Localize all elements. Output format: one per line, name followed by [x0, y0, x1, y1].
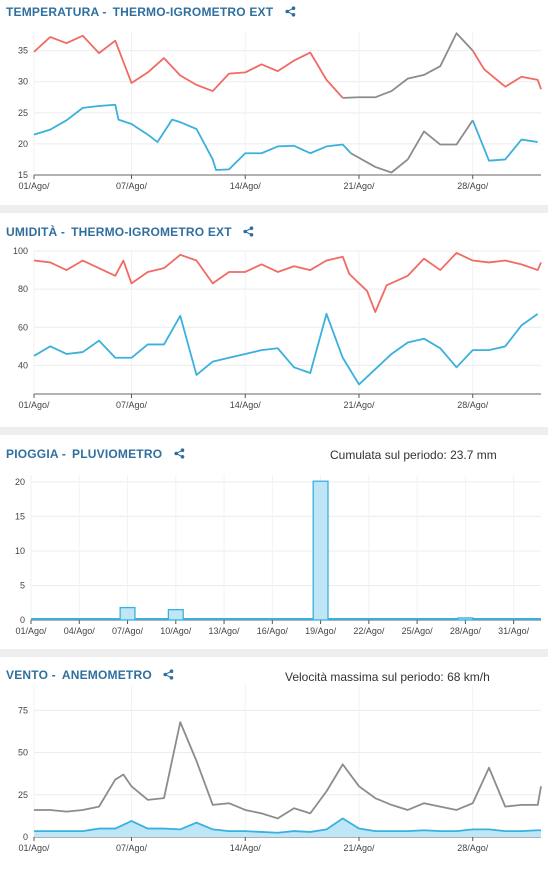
x-tick-label: 01/Ago/ [18, 400, 50, 410]
y-tick-label: 50 [18, 748, 28, 758]
share-icon[interactable] [163, 669, 174, 683]
y-tick-label: 5 [20, 580, 25, 590]
wind-device-label: ANEMOMETRO [61, 668, 152, 682]
x-tick-label: 31/Ago/ [498, 626, 530, 636]
x-tick-label: 04/Ago/ [64, 626, 96, 636]
y-tick-label: 20 [15, 477, 25, 487]
x-tick-label: 14/Ago/ [230, 181, 262, 191]
x-tick-label: 21/Ago/ [343, 181, 375, 191]
panel-separator [0, 427, 548, 435]
x-tick-label: 25/Ago/ [402, 626, 434, 636]
y-tick-label: 40 [18, 360, 28, 370]
x-tick-label: 13/Ago/ [209, 626, 241, 636]
humidity-device-label: THERMO-IGROMETRO EXT [71, 225, 232, 239]
share-icon[interactable] [285, 6, 296, 20]
temperature-device-label: THERMO-IGROMETRO EXT [112, 5, 274, 19]
rain-bar [312, 480, 329, 621]
x-tick-label: 07/Ago/ [116, 843, 148, 853]
rain-bar [167, 608, 184, 621]
share-icon[interactable] [243, 226, 254, 240]
rain-bar [119, 606, 136, 621]
temperature-panel-title: TEMPERATURA - THERMO-IGROMETRO EXT [6, 5, 296, 20]
wind-avg-area [34, 818, 541, 837]
y-tick-label: 75 [18, 705, 28, 715]
y-tick-label: 15 [15, 511, 25, 521]
series-line-gray [342, 32, 474, 99]
series-line-max [471, 50, 542, 90]
y-tick-label: 10 [15, 546, 25, 556]
x-tick-label: 21/Ago/ [343, 843, 375, 853]
y-tick-label: 25 [18, 790, 28, 800]
x-tick-label: 22/Ago/ [353, 626, 385, 636]
x-tick-label: 01/Ago/ [18, 843, 50, 853]
series-line-gray [350, 119, 474, 174]
x-tick-label: 14/Ago/ [230, 400, 262, 410]
wind-panel: VENTO - ANEMOMETRO Velocità massima sul p… [0, 657, 548, 868]
x-tick-label: 07/Ago/ [116, 181, 148, 191]
x-tick-label: 07/Ago/ [116, 400, 148, 410]
humidity-panel: UMIDITÀ - THERMO-IGROMETRO EXT 40 60 80 100 0… [0, 213, 548, 427]
x-tick-label: 28/Ago/ [457, 400, 489, 410]
rain-cumulative-stat: Cumulata sul periodo: 23.7 mm [330, 448, 497, 462]
wind-metric-label: VENTO - [6, 668, 56, 682]
series-line-min [33, 313, 539, 386]
series-line-gray [34, 721, 542, 820]
y-tick-label: 60 [18, 322, 28, 332]
temperature-chart: 15 20 25 30 35 01/Ago/07/Ago/14/Ago/21/Ago/28… [18, 32, 542, 191]
humidity-panel-title: UMIDITÀ - THERMO-IGROMETRO EXT [6, 225, 254, 240]
humidity-metric-label: UMIDITÀ - [6, 225, 66, 239]
temperature-metric-label: TEMPERATURA - [6, 5, 107, 19]
wind-max-speed-stat: Velocità massima sul periodo: 68 km/h [285, 670, 490, 684]
humidity-chart: 40 60 80 100 01/Ago/07/Ago/14/Ago/21/Ago/28/… [13, 246, 542, 410]
temperature-panel: TEMPERATURA - THERMO-IGROMETRO EXT 15 20 25… [0, 0, 548, 205]
y-tick-label: 20 [18, 139, 28, 149]
x-tick-label: 28/Ago/ [457, 843, 489, 853]
x-tick-label: 16/Ago/ [257, 626, 289, 636]
x-tick-label: 07/Ago/ [112, 626, 144, 636]
y-tick-label: 0 [23, 832, 28, 842]
wind-chart: 0 25 50 75 01/Ago/07/Ago/14/Ago/21/Ago/28/Ag… [18, 685, 542, 853]
series-line-max [33, 252, 542, 313]
x-tick-label: 01/Ago/ [18, 181, 50, 191]
y-tick-label: 100 [13, 246, 28, 256]
y-tick-label: 0 [20, 615, 25, 625]
x-tick-label: 28/Ago/ [450, 626, 482, 636]
share-icon[interactable] [174, 448, 185, 462]
panel-separator [0, 205, 548, 213]
y-tick-label: 25 [18, 108, 28, 118]
x-tick-label: 28/Ago/ [457, 181, 489, 191]
series-line-min [471, 119, 538, 162]
x-tick-label: 19/Ago/ [305, 626, 337, 636]
series-line-min [33, 103, 352, 171]
x-tick-label: 21/Ago/ [343, 400, 375, 410]
y-tick-label: 80 [18, 284, 28, 294]
wind-avg-line [34, 817, 541, 834]
x-tick-label: 14/Ago/ [230, 843, 262, 853]
rain-panel-title: PIOGGIA - PLUVIOMETRO [6, 447, 185, 462]
rain-metric-label: PIOGGIA - [6, 447, 67, 461]
x-tick-label: 01/Ago/ [15, 626, 47, 636]
y-tick-label: 35 [18, 46, 28, 56]
panel-separator [0, 649, 548, 657]
rain-chart: 0 5 10 15 20 01/Ago/04/Ago/07/Ago/10/Ago/13/A… [15, 475, 541, 636]
x-tick-label: 10/Ago/ [160, 626, 192, 636]
y-tick-label: 15 [18, 170, 28, 180]
rain-bar [457, 617, 474, 621]
y-tick-label: 30 [18, 77, 28, 87]
rain-device-label: PLUVIOMETRO [72, 447, 163, 461]
series-line-max [33, 34, 344, 99]
wind-panel-title: VENTO - ANEMOMETRO [6, 668, 174, 683]
rain-panel: PIOGGIA - PLUVIOMETRO Cumulata sul period… [0, 435, 548, 649]
